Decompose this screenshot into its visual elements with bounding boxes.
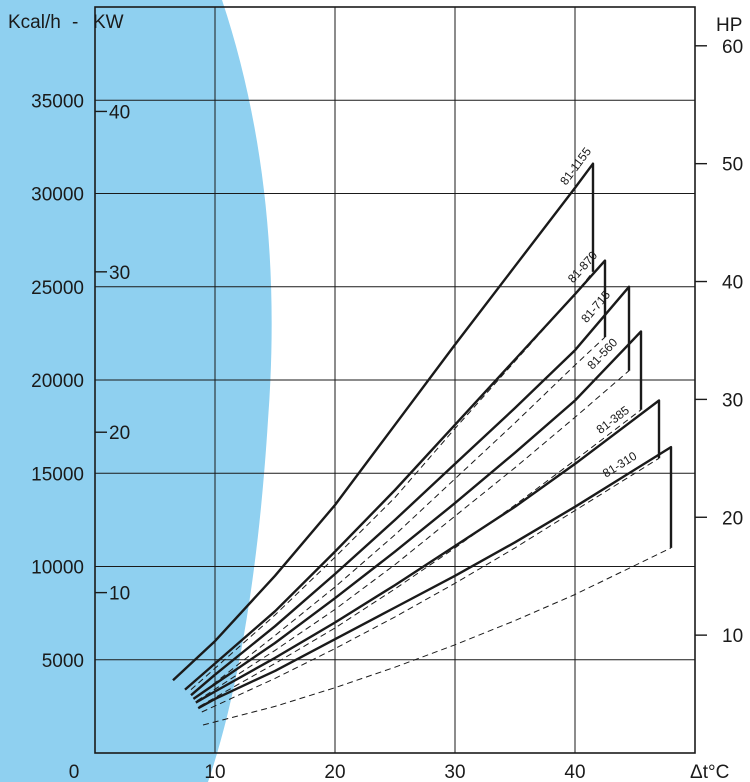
x-tick-label: 10 xyxy=(204,762,225,782)
x-tick-label: 40 xyxy=(564,762,585,782)
y-tick-label-hp: 30 xyxy=(722,390,743,411)
y-tick-label-hp: 60 xyxy=(722,37,743,58)
y-tick-label-kcal: 10000 xyxy=(31,558,84,579)
axes: 0 10 20 30 40 5000 10000 15000 20000 25000 30000 35… xyxy=(31,37,743,782)
series-upper-curve xyxy=(184,259,607,691)
y-axis-separator: - xyxy=(72,12,78,33)
series-upper-curve xyxy=(192,330,643,700)
y-tick-label-kcal: 15000 xyxy=(31,464,84,485)
series-upper-curve xyxy=(195,399,661,704)
series-lower-curve xyxy=(199,409,642,707)
series-label: 81-560 xyxy=(584,335,620,372)
y-tick-label-hp: 50 xyxy=(722,155,743,176)
series-upper-curve xyxy=(190,285,631,697)
series-label: 81-310 xyxy=(600,449,639,481)
x-tick-label: 30 xyxy=(444,762,465,782)
series-label: 81-715 xyxy=(578,288,613,326)
series-label: 81-1155 xyxy=(557,144,594,187)
series-lower-curve xyxy=(196,336,606,698)
y-tick-label-hp: 10 xyxy=(722,626,743,647)
x-tick-label: 20 xyxy=(324,762,345,782)
series-upper-curve xyxy=(197,445,673,710)
y-axis-label-kcal: Kcal/h xyxy=(8,12,61,33)
y-tick-label-kw: 10 xyxy=(109,584,130,605)
y-tick-label-kcal: 20000 xyxy=(31,371,84,392)
y-tick-label-kw: 20 xyxy=(109,423,130,444)
series-upper-curve xyxy=(172,162,595,682)
series-label: 81-870 xyxy=(565,248,601,285)
grid xyxy=(94,6,696,754)
series-lower-curve xyxy=(201,457,660,713)
y-tick-label-kcal: 30000 xyxy=(31,185,84,206)
x-tick-label: 0 xyxy=(69,762,80,782)
y-tick-label-kcal: 25000 xyxy=(31,278,84,299)
y-tick-label-kcal: 5000 xyxy=(42,651,84,672)
series-label: 81-385 xyxy=(594,403,633,437)
y-tick-label-kw: 30 xyxy=(109,263,130,284)
x-axis-label: Δt°C xyxy=(690,762,729,782)
y-tick-label-hp: 40 xyxy=(722,273,743,294)
series-lower-curve xyxy=(196,370,630,702)
y-tick-label-kw: 40 xyxy=(109,102,130,123)
y-axis-label-kw: KW xyxy=(93,12,124,33)
y-tick-label-hp: 20 xyxy=(722,508,743,529)
y-axis-label-hp: HP xyxy=(716,15,742,36)
series-lower-curve xyxy=(202,547,672,726)
background-blob xyxy=(0,0,272,782)
y-tick-label-kcal: 35000 xyxy=(31,91,84,112)
